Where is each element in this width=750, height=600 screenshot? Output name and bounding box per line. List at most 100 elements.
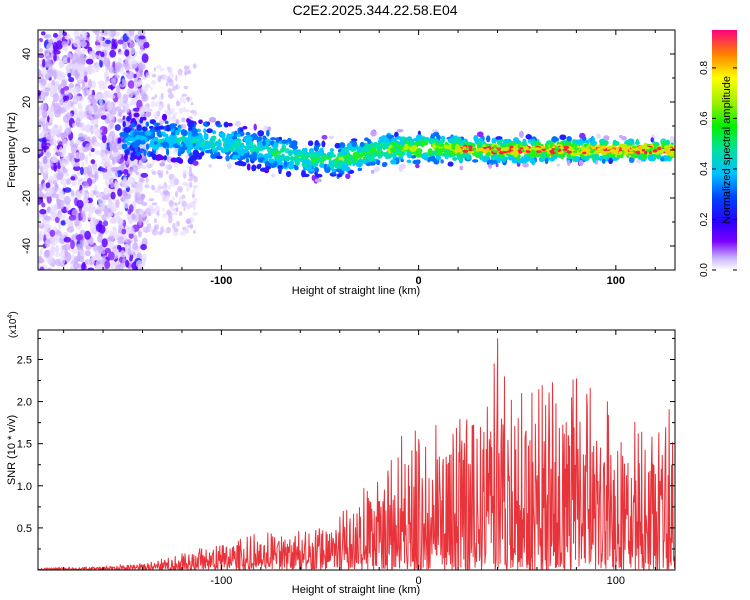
heatmap-cell xyxy=(175,84,178,90)
heatmap-cell xyxy=(112,61,116,69)
heatmap-cell xyxy=(495,163,499,168)
heatmap-cell xyxy=(55,244,59,254)
heatmap-cell xyxy=(83,134,88,143)
heatmap-cell xyxy=(48,68,54,78)
heatmap-cell xyxy=(52,92,60,103)
heatmap-cell xyxy=(122,198,130,209)
heatmap-cell xyxy=(43,34,49,39)
heatmap-cell xyxy=(38,255,43,264)
heatmap-cell xyxy=(314,140,319,147)
heatmap-cell xyxy=(143,41,150,49)
heatmap-cell xyxy=(45,58,52,67)
heatmap-cell xyxy=(147,204,154,209)
heatmap-cell xyxy=(158,103,164,110)
heatmap-cell xyxy=(114,179,118,190)
heatmap-cell xyxy=(78,255,85,263)
heatmap-cell xyxy=(129,47,135,55)
heatmap-cell xyxy=(42,58,46,68)
heatmap-cell xyxy=(64,91,69,96)
heatmap-cell xyxy=(216,124,223,128)
heatmap-cell xyxy=(175,75,178,82)
heatmap-cell xyxy=(263,125,268,132)
heatmap-cell xyxy=(316,173,323,178)
heatmap-cell xyxy=(187,65,190,70)
heatmap-cell xyxy=(123,193,132,200)
heatmap-cell xyxy=(48,175,54,182)
heatmap-cell xyxy=(67,57,71,63)
heatmap-cell xyxy=(87,267,95,270)
heatmap-cell xyxy=(165,170,169,175)
heatmap-cell xyxy=(151,96,156,100)
heatmap-cell xyxy=(140,194,145,201)
heatmap-cell xyxy=(142,226,147,231)
heatmap-cell xyxy=(106,167,112,175)
heatmap-cell xyxy=(95,94,102,99)
heatmap-cell xyxy=(162,74,168,81)
heatmap-cell xyxy=(123,102,130,113)
heatmap-cell xyxy=(168,66,173,73)
heatmap-cell xyxy=(42,156,51,165)
heatmap-cell xyxy=(46,42,54,53)
heatmap-cell xyxy=(138,66,143,75)
heatmap-cell xyxy=(181,93,187,97)
heatmap-cell xyxy=(180,154,183,159)
heatmap-cell xyxy=(88,151,92,158)
heatmap-cell xyxy=(124,49,130,57)
heatmap-cell xyxy=(90,98,98,106)
heatmap-cell xyxy=(117,143,123,151)
heatmap-cell xyxy=(101,158,108,168)
heatmap-cell xyxy=(59,158,65,167)
heatmap-cell xyxy=(168,216,173,224)
heatmap-cell xyxy=(94,62,100,73)
heatmap-cell xyxy=(97,129,103,134)
heatmap-cell xyxy=(85,245,92,250)
heatmap-cell xyxy=(120,249,125,255)
heatmap-cell xyxy=(121,228,127,235)
heatmap-cell xyxy=(115,233,122,238)
heatmap-cell xyxy=(94,249,99,259)
heatmap-cell xyxy=(179,95,185,103)
heatmap-cell xyxy=(65,155,70,165)
heatmap-cell xyxy=(54,216,60,223)
heatmap-cell xyxy=(83,192,89,201)
heatmap-cell xyxy=(117,236,125,245)
heatmap-cell xyxy=(58,125,63,133)
heatmap-cell xyxy=(90,159,96,165)
heatmap-cell xyxy=(172,231,179,237)
heatmap-cell xyxy=(142,253,147,262)
heatmap-cell xyxy=(112,156,120,164)
heatmap-cell xyxy=(83,91,87,97)
heatmap-cell xyxy=(51,193,60,199)
heatmap-cell xyxy=(160,146,166,151)
heatmap-cell xyxy=(374,166,380,172)
heatmap-cell xyxy=(234,120,241,127)
heatmap-cell xyxy=(59,146,63,153)
heatmap-cell xyxy=(103,90,109,100)
heatmap-cell xyxy=(227,163,232,169)
heatmap-cell xyxy=(168,116,171,122)
heatmap-cell xyxy=(68,126,72,134)
heatmap-cell xyxy=(48,86,57,95)
heatmap-cell xyxy=(150,100,156,108)
heatmap-cell xyxy=(74,218,80,227)
heatmap-cell xyxy=(61,40,68,47)
heatmap-cell xyxy=(122,183,130,188)
heatmap-cell xyxy=(71,249,78,254)
heatmap-cell xyxy=(556,163,561,167)
heatmap-cell xyxy=(75,117,81,126)
heatmap-cell xyxy=(174,112,178,116)
heatmap-cell xyxy=(54,252,63,257)
heatmap-cell xyxy=(192,212,198,216)
heatmap-cell xyxy=(126,70,135,80)
heatmap-cell xyxy=(116,244,122,250)
heatmap-cell xyxy=(169,179,173,183)
heatmap-cell xyxy=(108,30,112,37)
heatmap-cell xyxy=(116,211,124,216)
heatmap-cell xyxy=(114,62,123,70)
heatmap-cell xyxy=(179,71,182,78)
heatmap-cell xyxy=(87,212,92,221)
heatmap-cell xyxy=(109,230,114,237)
heatmap-cell xyxy=(51,209,57,219)
heatmap-cell xyxy=(163,190,170,197)
heatmap-cell xyxy=(144,184,150,189)
